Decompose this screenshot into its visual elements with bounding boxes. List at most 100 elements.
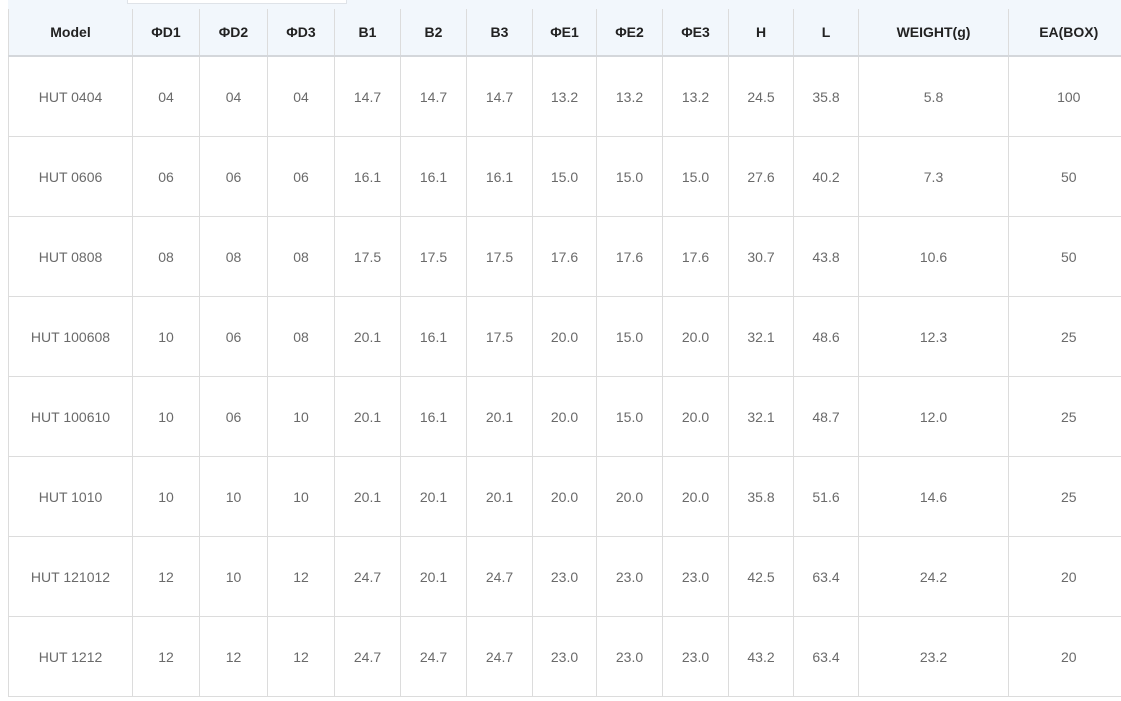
- spec-table: Model ΦD1 ΦD2 ΦD3 B1 B2 B3 ΦE1 ΦE2 ΦE3 H L WEIGHT(g)…: [8, 9, 1121, 697]
- table-cell: 27.6: [728, 136, 794, 217]
- table-cell: 13.2: [596, 56, 663, 137]
- table-cell: 17.5: [400, 216, 467, 297]
- table-row: HUT 0606 06 06 06 16.1 16.1 16.1 15.0 15.0 15.0 27…: [8, 136, 1121, 217]
- table-cell: 14.7: [400, 56, 467, 137]
- table-cell: 12: [199, 616, 268, 697]
- table-row: HUT 121012 12 10 12 24.7 20.1 24.7 23.0 23.0 23.0…: [8, 536, 1121, 617]
- table-cell: 63.4: [793, 616, 859, 697]
- table-cell: 06: [267, 136, 335, 217]
- table-cell: 20.0: [662, 456, 729, 537]
- table-cell: 17.6: [532, 216, 597, 297]
- table-cell: 15.0: [662, 136, 729, 217]
- table-cell: 24.7: [466, 536, 533, 617]
- table-cell: 24.7: [400, 616, 467, 697]
- table-cell: 08: [267, 216, 335, 297]
- table-cell: 17.6: [662, 216, 729, 297]
- table-cell: 16.1: [400, 376, 467, 457]
- table-cell: 16.1: [466, 136, 533, 217]
- table-cell: 10: [132, 456, 200, 537]
- table-cell: 24.5: [728, 56, 794, 137]
- table-cell: 12.3: [858, 296, 1009, 377]
- table-cell: 20.1: [466, 456, 533, 537]
- table-cell: 50: [1008, 216, 1121, 297]
- column-header: ΦE2: [596, 9, 663, 57]
- table-cell: 12: [132, 536, 200, 617]
- table-cell: 20.1: [400, 536, 467, 617]
- table-cell: 14.6: [858, 456, 1009, 537]
- table-cell: 24.7: [334, 536, 401, 617]
- column-header: L: [793, 9, 859, 57]
- table-cell: 20.0: [662, 296, 729, 377]
- table-cell: 20: [1008, 616, 1121, 697]
- table-cell: 10: [267, 456, 335, 537]
- table-cell: 30.7: [728, 216, 794, 297]
- column-header: B3: [466, 9, 533, 57]
- table-cell: 24.7: [334, 616, 401, 697]
- table-cell: 17.6: [596, 216, 663, 297]
- table-cell: 15.0: [532, 136, 597, 217]
- table-cell: 08: [267, 296, 335, 377]
- model-cell: HUT 1010: [8, 456, 133, 537]
- table-cell: 17.5: [334, 216, 401, 297]
- table-cell: 04: [132, 56, 200, 137]
- table-cell: 12: [267, 616, 335, 697]
- table-cell: 20: [1008, 536, 1121, 617]
- table-cell: 04: [267, 56, 335, 137]
- table-cell: 23.0: [596, 616, 663, 697]
- table-cell: 23.0: [662, 536, 729, 617]
- table-cell: 12: [132, 616, 200, 697]
- table-cell: 06: [199, 296, 268, 377]
- table-cell: 20.0: [662, 376, 729, 457]
- table-cell: 10: [199, 456, 268, 537]
- column-header: H: [728, 9, 794, 57]
- table-cell: 16.1: [334, 136, 401, 217]
- table-cell: 23.2: [858, 616, 1009, 697]
- table-row: HUT 100608 10 06 08 20.1 16.1 17.5 20.0 15.0 20.0…: [8, 296, 1121, 377]
- table-cell: 42.5: [728, 536, 794, 617]
- table-cell: 100: [1008, 56, 1121, 137]
- table-cell: 20.1: [334, 296, 401, 377]
- table-cell: 10: [267, 376, 335, 457]
- table-cell: 7.3: [858, 136, 1009, 217]
- column-header: WEIGHT(g): [858, 9, 1009, 57]
- table-cell: 43.8: [793, 216, 859, 297]
- column-header: B2: [400, 9, 467, 57]
- table-cell: 23.0: [532, 616, 597, 697]
- table-cell: 10: [199, 536, 268, 617]
- column-header: ΦE1: [532, 9, 597, 57]
- table-cell: 24.2: [858, 536, 1009, 617]
- table-cell: 04: [199, 56, 268, 137]
- table-cell: 25: [1008, 376, 1121, 457]
- table-cell: 08: [132, 216, 200, 297]
- model-cell: HUT 100610: [8, 376, 133, 457]
- model-cell: HUT 0606: [8, 136, 133, 217]
- table-cell: 5.8: [858, 56, 1009, 137]
- table-cell: 13.2: [532, 56, 597, 137]
- column-header: B1: [334, 9, 401, 57]
- table-cell: 32.1: [728, 376, 794, 457]
- table-cell: 20.1: [466, 376, 533, 457]
- search-box[interactable]: [127, 0, 347, 4]
- table-cell: 20.0: [532, 456, 597, 537]
- table-row: HUT 100610 10 06 10 20.1 16.1 20.1 20.0 15.0 20.0…: [8, 376, 1121, 457]
- table-cell: 25: [1008, 456, 1121, 537]
- table-cell: 48.7: [793, 376, 859, 457]
- table-cell: 32.1: [728, 296, 794, 377]
- table-cell: 10: [132, 376, 200, 457]
- table-cell: 14.7: [334, 56, 401, 137]
- table-cell: 20.1: [334, 376, 401, 457]
- table-cell: 06: [199, 376, 268, 457]
- column-header: Model: [8, 9, 133, 57]
- table-cell: 15.0: [596, 136, 663, 217]
- model-cell: HUT 0404: [8, 56, 133, 137]
- column-header: ΦD1: [132, 9, 200, 57]
- column-header: ΦD2: [199, 9, 268, 57]
- table-cell: 06: [199, 136, 268, 217]
- table-cell: 20.1: [400, 456, 467, 537]
- table-row: HUT 0404 04 04 04 14.7 14.7 14.7 13.2 13.2 13.2 24…: [8, 56, 1121, 137]
- column-header: ΦD3: [267, 9, 335, 57]
- table-cell: 24.7: [466, 616, 533, 697]
- table-cell: 08: [199, 216, 268, 297]
- table-cell: 23.0: [662, 616, 729, 697]
- table-row: HUT 0808 08 08 08 17.5 17.5 17.5 17.6 17.6 17.6 30…: [8, 216, 1121, 297]
